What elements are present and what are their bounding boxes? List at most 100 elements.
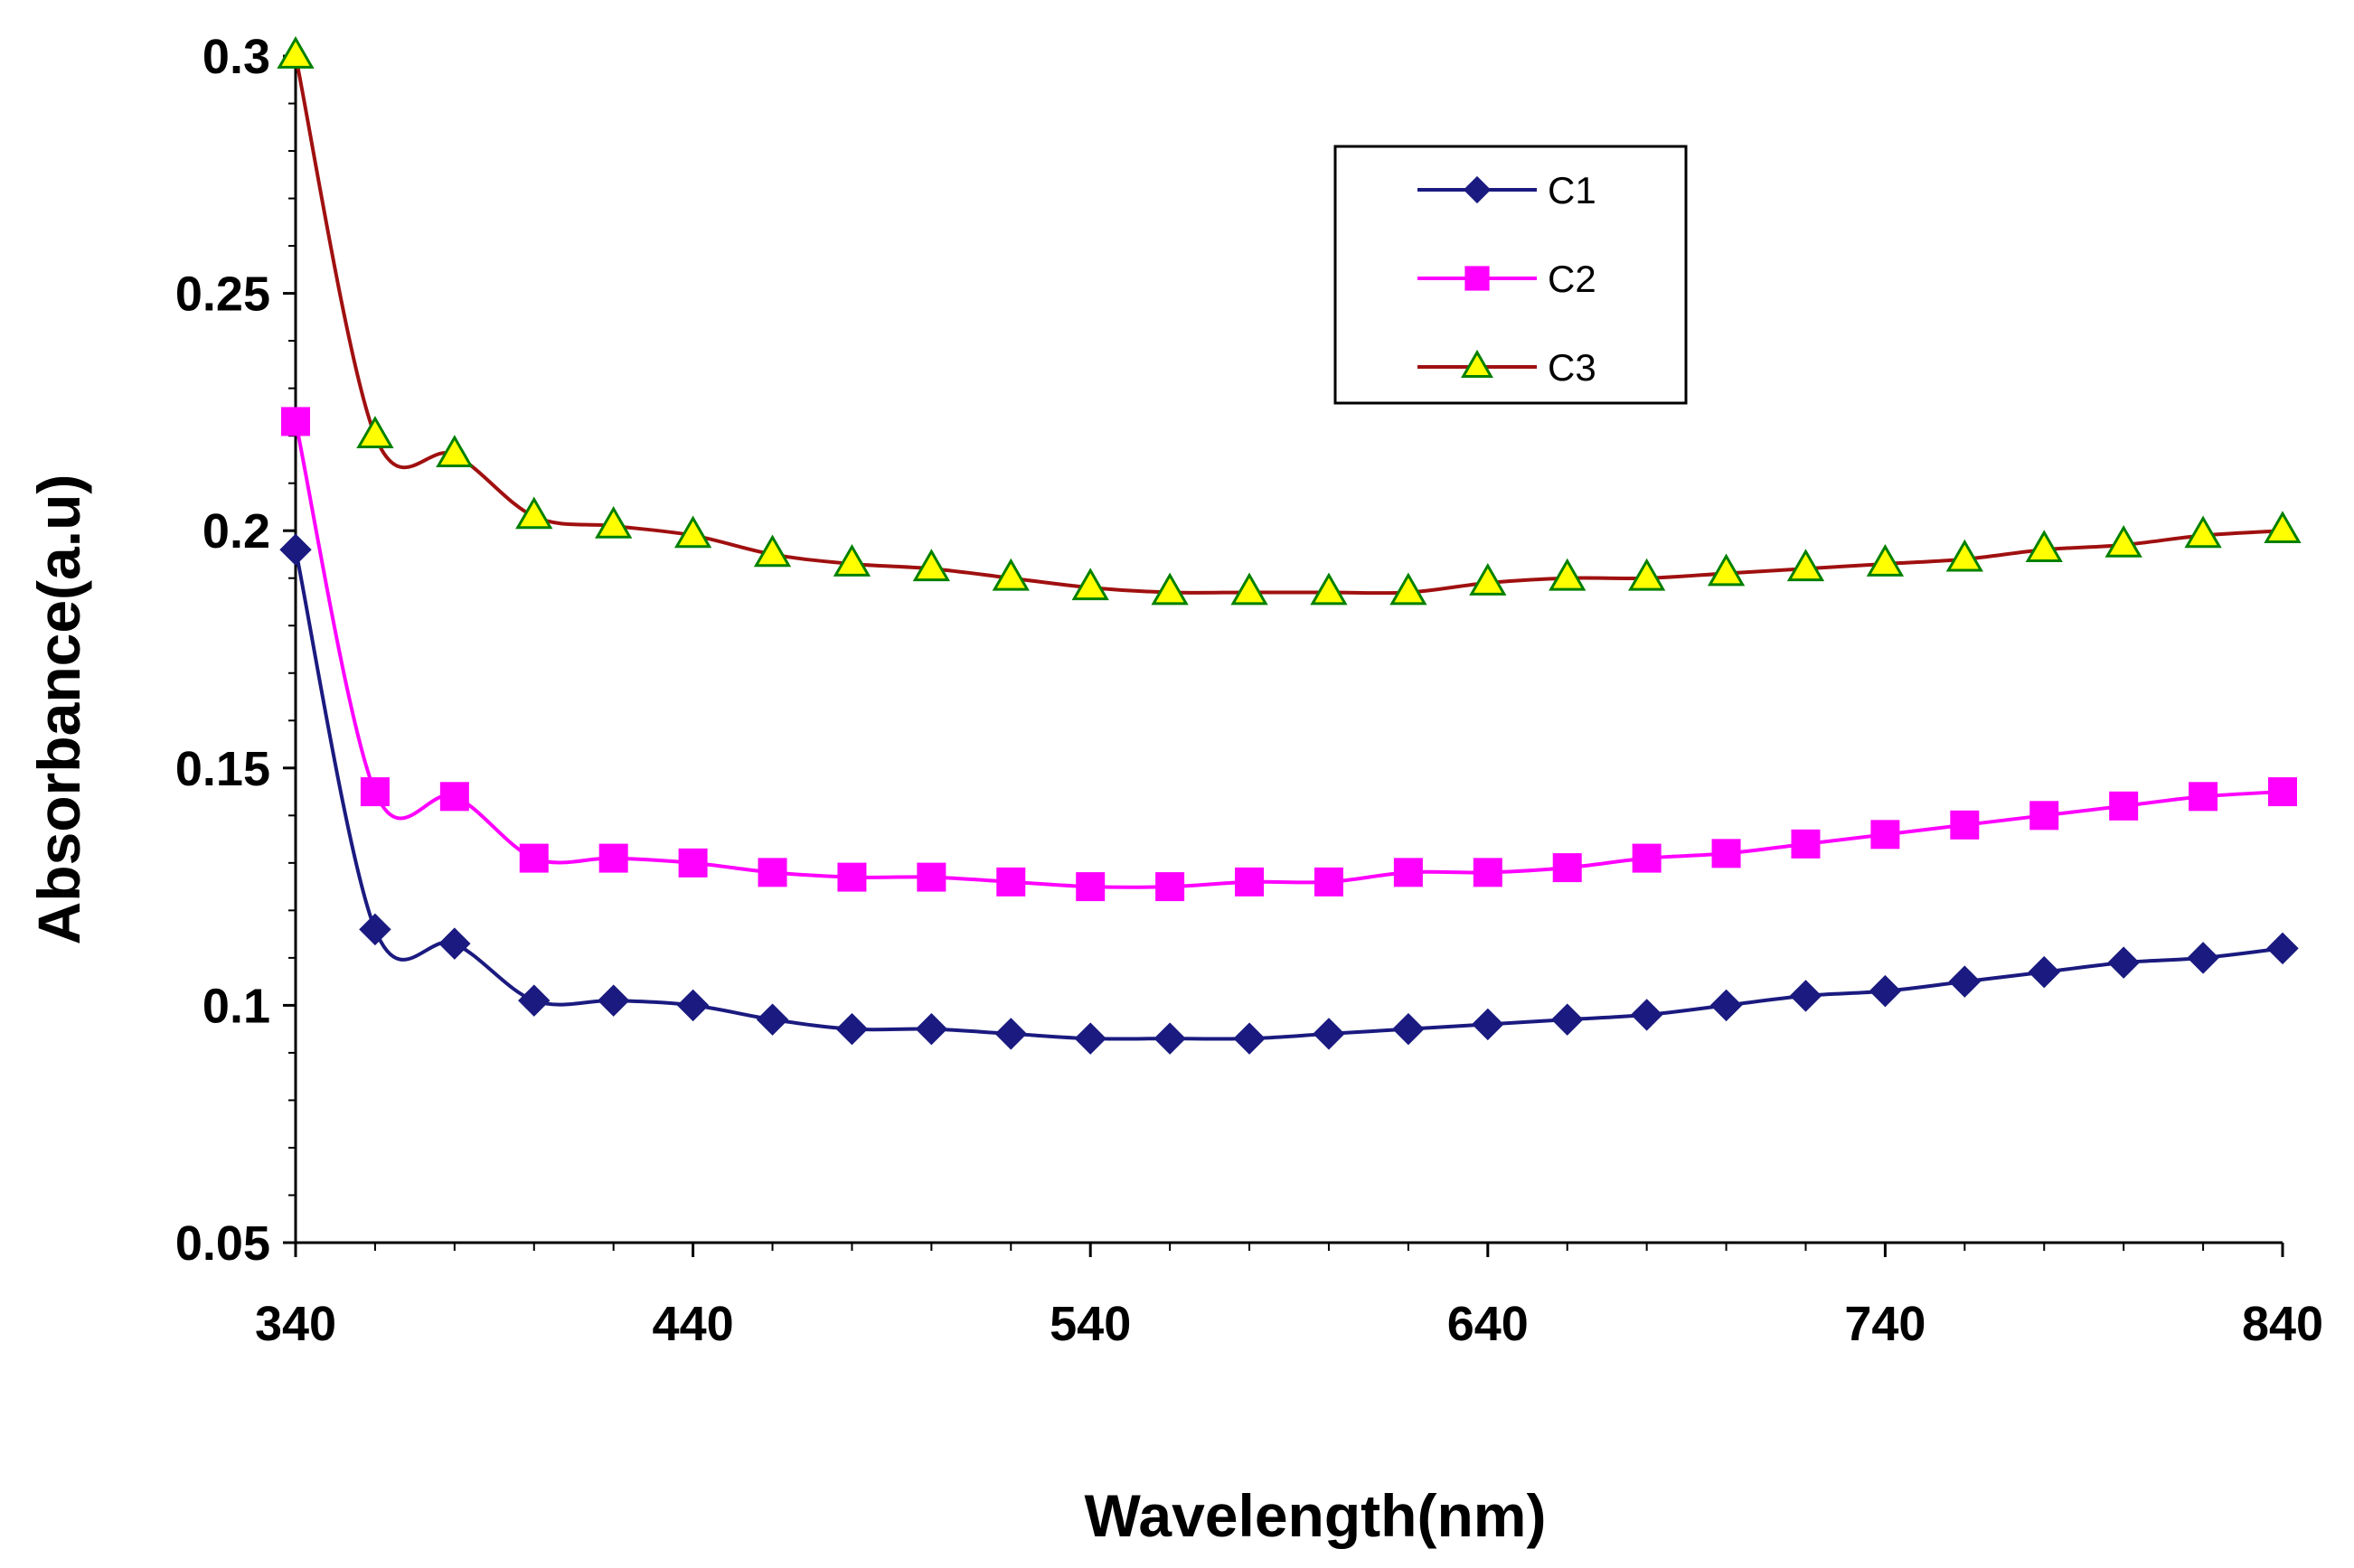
axes: 0.05 0.1 0.15 0.2 0.25 0.3 340 440 540 640 740 840	[175, 30, 2323, 1351]
y-tick-label: 0.25	[175, 268, 270, 322]
c3-point	[912, 549, 951, 582]
legend-item-c1: C1	[1417, 169, 1596, 211]
x-axis-title: Wavelength(nm)	[1085, 1482, 1547, 1549]
c2-point	[1314, 867, 1343, 897]
c2-point	[360, 777, 390, 807]
c1-point	[835, 1012, 869, 1046]
c1-point	[915, 1012, 948, 1046]
series-line-c1	[294, 549, 2283, 1041]
c1-point	[1153, 1022, 1186, 1055]
c2-point	[1950, 810, 1980, 840]
c3-point	[753, 534, 792, 568]
c1-point	[756, 1003, 789, 1036]
c2-point	[519, 843, 549, 873]
c1-point	[994, 1018, 1027, 1050]
c2-point	[1464, 266, 1490, 291]
series-line-c3	[294, 55, 2283, 596]
c1-point	[2028, 955, 2060, 989]
c3-point	[356, 416, 394, 449]
legend-box	[1333, 145, 1688, 405]
legend-item-c3: C3	[1417, 346, 1596, 389]
x-tick-label: 640	[1447, 1297, 1529, 1351]
c1-point	[1869, 974, 1902, 1008]
c2-point	[678, 848, 708, 878]
series-c2	[281, 407, 2297, 902]
series-c3	[277, 35, 2302, 606]
c2-point	[281, 407, 310, 437]
c3-point	[1866, 543, 1905, 577]
c2-point	[1076, 872, 1106, 902]
c3-point	[1071, 568, 1109, 601]
c1-point	[1392, 1012, 1425, 1046]
c2-point	[837, 862, 867, 892]
c1-point	[2107, 946, 2140, 979]
c3-point	[436, 435, 474, 468]
c1-point	[1948, 965, 1982, 998]
c2-point	[2189, 782, 2218, 812]
c3-point	[1389, 572, 1427, 606]
c1-point	[1463, 175, 1492, 204]
c1-point	[1472, 1008, 1504, 1041]
x-tick-label: 340	[255, 1297, 336, 1351]
y-tick-label: 0.05	[175, 1216, 270, 1271]
c3-point	[1549, 558, 1587, 591]
c2-point	[1155, 872, 1185, 902]
series-c1	[279, 533, 2299, 1055]
y-tick-label: 0.2	[202, 504, 270, 559]
c2-point	[1870, 820, 1900, 850]
legend-label: C3	[1548, 346, 1596, 389]
c3-point	[515, 496, 553, 530]
y-tick-label: 0.1	[202, 979, 270, 1033]
c1-point	[676, 989, 710, 1022]
c2-point	[1473, 858, 1502, 887]
c1-point	[518, 984, 551, 1017]
c3-point	[595, 505, 633, 539]
c1-point	[1551, 1003, 1584, 1036]
c1-point	[1709, 989, 1743, 1022]
c3-point	[2025, 530, 2063, 563]
legend-label: C1	[1548, 169, 1596, 211]
x-tick-label: 440	[653, 1297, 734, 1351]
c2-point	[1711, 839, 1741, 869]
c3-point	[2104, 524, 2142, 558]
c3-point	[833, 543, 871, 577]
c2-point	[917, 862, 946, 892]
y-tick-label: 0.15	[175, 742, 270, 796]
c3-point	[1627, 558, 1666, 591]
c2-point	[2268, 777, 2297, 807]
legend: C1 C2 C3	[1333, 145, 1688, 405]
c1-point	[279, 533, 312, 566]
c3-point	[673, 515, 712, 549]
c1-point	[2187, 942, 2219, 974]
x-tick-label: 840	[2242, 1297, 2323, 1351]
y-axis-title: Absorbance(a.u)	[25, 474, 92, 945]
c1-point	[2266, 932, 2299, 965]
c1-point	[1233, 1022, 1266, 1055]
series-layer	[277, 35, 2302, 1055]
c1-point	[359, 913, 391, 946]
c3-point	[1310, 572, 1348, 606]
c3-point	[1469, 562, 1507, 596]
x-tick-label: 740	[1844, 1297, 1926, 1351]
c3-point	[992, 558, 1030, 591]
c1-point	[1630, 999, 1663, 1031]
c2-point	[598, 843, 628, 873]
c1-point	[1313, 1018, 1345, 1050]
c3-point	[1461, 349, 1493, 378]
c3-point	[1230, 572, 1268, 606]
c2-point	[1791, 829, 1821, 859]
c2-point	[1552, 853, 1582, 883]
c3-point	[2264, 511, 2302, 544]
c1-point	[597, 984, 630, 1017]
x-tick-label: 540	[1050, 1297, 1131, 1351]
c2-point	[2029, 801, 2059, 831]
c2-point	[758, 858, 787, 887]
c2-point	[1235, 867, 1265, 897]
c1-point	[438, 927, 471, 960]
c3-point	[1786, 549, 1825, 582]
c3-point	[2184, 515, 2222, 549]
c1-point	[1789, 980, 1822, 1012]
c2-point	[1393, 858, 1423, 887]
c3-point	[1945, 539, 1983, 572]
